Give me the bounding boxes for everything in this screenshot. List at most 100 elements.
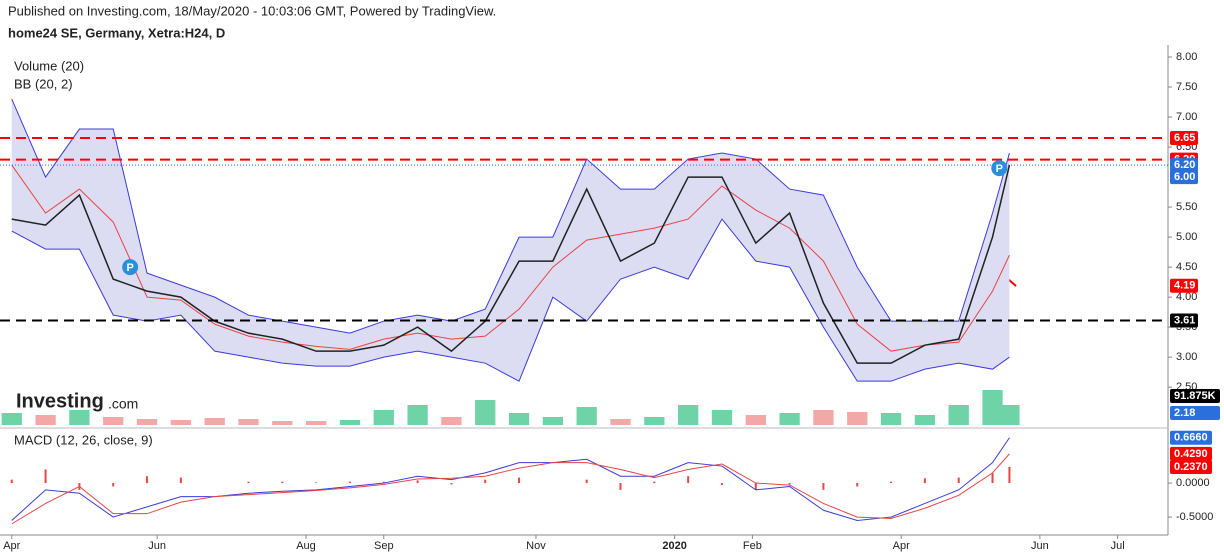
macd-hist-bar [450, 483, 453, 485]
event-marker-label: P [996, 163, 1003, 175]
bb-lower [11, 218, 1010, 382]
macd-hist-bar [315, 482, 318, 484]
y-tick-label: 4.00 [1176, 291, 1197, 303]
volume-bar [407, 405, 428, 425]
volume-badge [1170, 406, 1220, 420]
macd-hist-bar [348, 481, 351, 484]
x-tick-label: Jun [148, 540, 166, 552]
volume-bar [339, 420, 361, 425]
macd-hist-bar [112, 483, 115, 487]
volume-bar [35, 415, 56, 425]
volume-bar [272, 421, 293, 425]
macd-hist-bar [484, 479, 487, 484]
volume-bar [305, 421, 327, 425]
macd-hist-bar [518, 477, 521, 484]
volume-bar [982, 390, 1003, 425]
macd-hist-bar [957, 477, 960, 484]
macd-hist-bar [247, 481, 250, 484]
watermark-brand: Investing [16, 390, 104, 412]
volume-bar [745, 415, 766, 425]
level-badge [1170, 278, 1198, 293]
macd-hist-bar [822, 483, 825, 490]
macd-line [11, 437, 1010, 521]
volume-bar [204, 418, 225, 425]
volume-bar [103, 417, 124, 425]
macd-tick-label: 0.0000 [1176, 477, 1210, 489]
legend-macd: MACD (12, 26, close, 9) [14, 432, 153, 447]
volume-bar [678, 405, 699, 425]
macd-badge [1170, 459, 1212, 474]
macd-hist-bar [146, 476, 149, 484]
volume-bar [1, 413, 22, 425]
volume-bar [813, 410, 834, 425]
signal-line [11, 453, 1010, 525]
event-marker [122, 259, 139, 276]
volume-bar [999, 405, 1020, 425]
volume-badge-label: 2.18 [1174, 407, 1195, 419]
macd-hist-bar [991, 472, 994, 484]
x-tick-label: Aug [296, 540, 316, 552]
chart-subtitle: home24 SE, Germany, Xetra:H24, D [8, 25, 225, 40]
volume-bar [948, 405, 969, 425]
volume-bar [542, 417, 564, 425]
chart-title: Published on Investing.com, 18/May/2020 … [8, 3, 496, 18]
level-badge [1170, 313, 1198, 328]
volume-bar [610, 419, 631, 425]
macd-badge-label: 0.6660 [1174, 432, 1208, 444]
y-tick-label: 7.00 [1176, 111, 1197, 123]
x-tick-label: Jul [1111, 540, 1125, 552]
macd-hist-bar [416, 480, 419, 484]
event-marker [991, 160, 1008, 177]
x-tick-label: 2020 [662, 540, 686, 552]
macd-hist-bar [619, 483, 622, 490]
watermark: Investing .com [16, 390, 138, 412]
macd-hist-bar [856, 483, 859, 487]
volume-badge-label: 91.875K [1174, 390, 1216, 402]
x-tick-label: Apr [3, 540, 20, 552]
y-tick-label: 7.50 [1176, 81, 1197, 93]
volume-bar [880, 413, 902, 425]
macd-hist-bar [1008, 466, 1011, 484]
volume-bar [441, 417, 462, 425]
macd-hist-bar [382, 481, 385, 484]
volume-bar [136, 419, 158, 425]
macd-hist-bar [788, 483, 791, 485]
x-tick-label: Apr [893, 540, 910, 552]
level-badge-label: 6.00 [1174, 171, 1195, 183]
bb-upper [11, 98, 1010, 334]
y-tick-label: 4.50 [1176, 261, 1197, 273]
volume-bar [170, 420, 192, 425]
level-badge-label: 3.61 [1174, 314, 1195, 326]
volume-badge [1170, 389, 1220, 403]
volume-bar [779, 413, 800, 425]
x-tick-label: Nov [526, 540, 546, 552]
volume-bar [711, 410, 733, 425]
volume-bar [238, 419, 259, 425]
level-badge [1170, 131, 1198, 146]
y-tick-label: 8.00 [1176, 51, 1197, 63]
macd-hist-bar [720, 483, 723, 486]
volume-bar [508, 413, 530, 425]
volume-bar [644, 417, 665, 425]
watermark-suffix: .com [108, 396, 138, 412]
volume-bar [576, 407, 597, 425]
y-tick-label: 5.00 [1176, 231, 1197, 243]
level-badge-label: 4.19 [1174, 280, 1195, 292]
macd-hist-bar [44, 469, 47, 484]
macd-hist-bar [179, 477, 182, 484]
x-tick-label: Feb [743, 540, 762, 552]
macd-hist-bar [890, 481, 893, 484]
level-badge-label: 6.20 [1174, 159, 1195, 171]
level-badge [1170, 158, 1198, 173]
volume-bar [69, 410, 90, 425]
volume-bar [475, 400, 496, 425]
price-line [11, 164, 1011, 364]
volume-bar [914, 415, 936, 425]
y-tick-label: 3.00 [1176, 351, 1197, 363]
macd-hist-bar [923, 478, 926, 484]
macd-hist-bar [754, 483, 757, 490]
macd-badge-label: 0.4290 [1174, 448, 1208, 460]
macd-badge-label: 0.2370 [1174, 461, 1208, 473]
